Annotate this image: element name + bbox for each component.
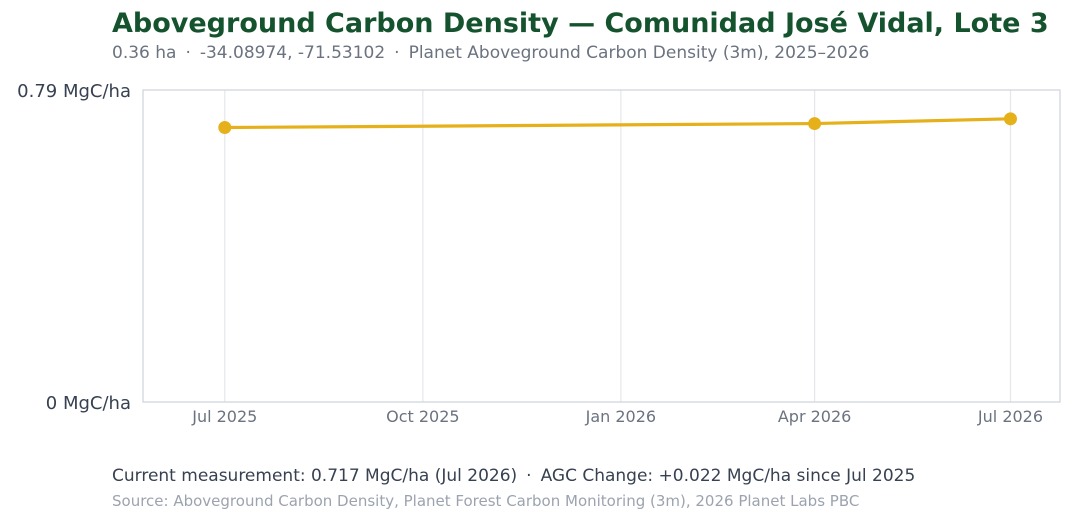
current-measurement: Current measurement: 0.717 MgC/ha (Jul 2… [112,466,518,486]
subtitle-separator: · [394,43,400,63]
y-tick-label: 0.79 MgC/ha [17,81,131,102]
plot-frame [142,89,1061,403]
x-tick-label: Jul 2025 [191,407,257,426]
x-tick-label: Apr 2026 [778,407,851,426]
x-tick-label: Jul 2026 [977,407,1043,426]
chart-subtitle: 0.36 ha · -34.08974, -71.53102 · Planet Abov… [112,43,869,63]
data-point [808,117,822,131]
source-note: Source: Aboveground Carbon Density, Plan… [112,492,860,510]
agc-change: AGC Change: +0.022 MgC/ha since Jul 2025 [540,466,916,486]
y-tick-label: 0 MgC/ha [46,393,131,414]
data-point [1003,112,1017,126]
footer-separator: · [526,466,532,486]
chart-title: Aboveground Carbon Density — Comunidad J… [112,8,1049,39]
x-tick-label: Jan 2026 [585,407,656,426]
subtitle-coordinates: -34.08974, -71.53102 [199,43,386,63]
data-point [218,121,232,135]
x-tick-label: Oct 2025 [386,407,459,426]
chart-footer: Current measurement: 0.717 MgC/ha (Jul 2… [112,466,915,486]
series-line [223,117,1013,130]
subtitle-product: Planet Aboveground Carbon Density (3m), … [408,43,870,63]
subtitle-separator: · [185,43,191,63]
subtitle-area: 0.36 ha [112,43,177,63]
